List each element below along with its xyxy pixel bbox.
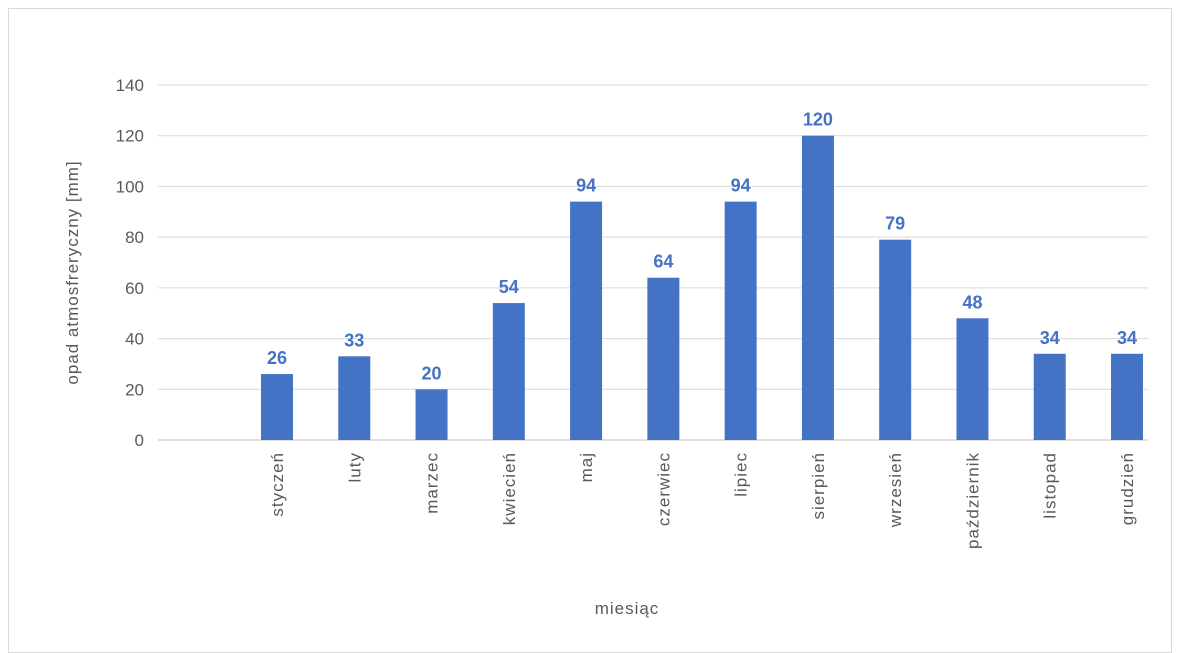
y-tick-label: 140 — [116, 76, 144, 95]
bar — [415, 389, 448, 440]
bar — [724, 201, 757, 440]
bar — [879, 239, 912, 440]
data-label: 34 — [1040, 328, 1060, 348]
bar — [801, 135, 834, 440]
data-label: 48 — [962, 292, 982, 312]
data-label: 26 — [267, 348, 287, 368]
bar — [956, 318, 989, 440]
y-tick-label: 80 — [125, 228, 144, 247]
bar — [647, 277, 680, 440]
x-axis-title: miesiąc — [595, 599, 660, 618]
x-tick-label: grudzień — [1118, 452, 1137, 525]
data-label: 20 — [422, 363, 442, 383]
y-tick-label: 20 — [125, 380, 144, 399]
data-label: 94 — [576, 176, 596, 196]
bar — [338, 356, 371, 440]
bar — [1033, 353, 1066, 440]
x-tick-label: czerwiec — [654, 452, 673, 526]
x-tick-label: maj — [577, 452, 596, 482]
y-tick-label: 100 — [116, 177, 144, 196]
x-tick-label: lipiec — [732, 452, 751, 497]
x-tick-label: sierpień — [809, 452, 828, 520]
x-tick-label: marzec — [423, 452, 442, 514]
y-tick-label: 0 — [135, 431, 144, 450]
x-tick-label: listopad — [1041, 452, 1060, 519]
x-tick-label: kwiecień — [500, 452, 519, 525]
x-tick-label: luty — [345, 452, 364, 482]
bar — [492, 303, 525, 440]
y-axis-title: opad atmosfreryczny [mm] — [63, 160, 82, 384]
y-tick-label: 40 — [125, 330, 144, 349]
bar — [261, 374, 293, 440]
bar — [1111, 353, 1143, 440]
y-tick-label: 60 — [125, 279, 144, 298]
x-tick-label: październik — [963, 452, 982, 549]
bar — [570, 201, 603, 440]
data-label: 79 — [885, 214, 905, 234]
data-label: 94 — [731, 176, 751, 196]
y-tick-label: 120 — [116, 127, 144, 146]
data-label: 64 — [653, 252, 673, 272]
data-label: 34 — [1117, 328, 1137, 348]
x-tick-label: styczeń — [268, 452, 287, 517]
x-tick-label: wrzesień — [886, 452, 905, 528]
data-label: 120 — [803, 110, 833, 130]
data-label: 54 — [499, 277, 519, 297]
data-label: 33 — [344, 330, 364, 350]
